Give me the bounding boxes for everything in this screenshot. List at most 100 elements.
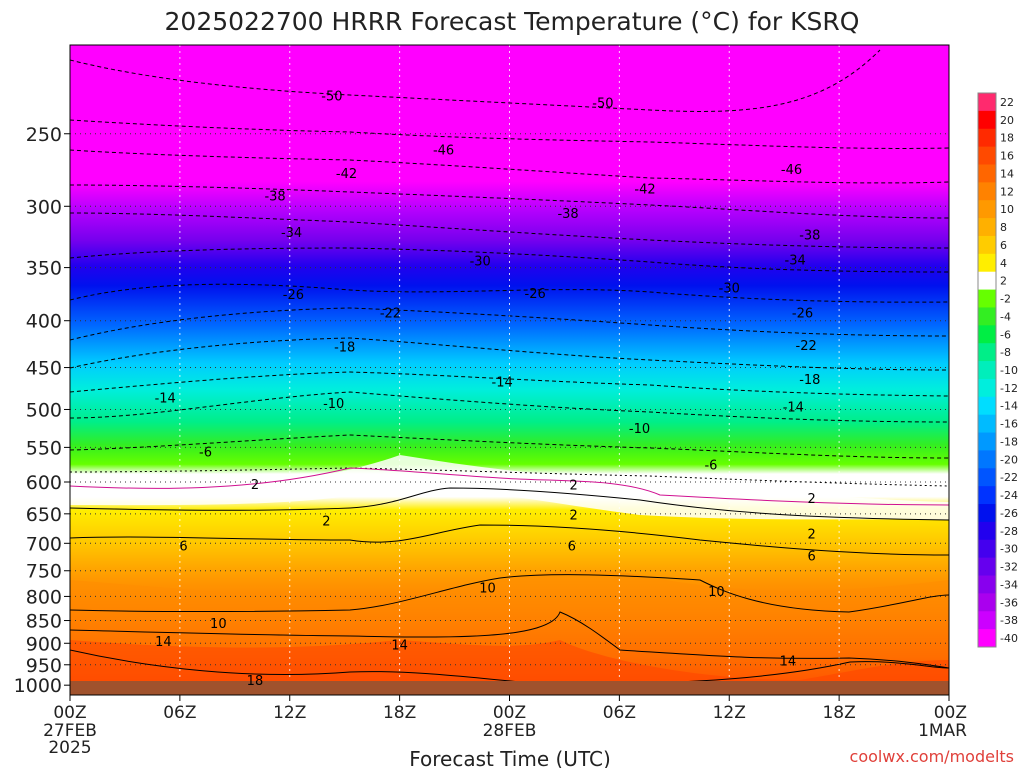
y-tick-label: 700	[26, 533, 62, 555]
colorbar-swatch	[978, 504, 996, 523]
x-tick-sublabel: 27FEB	[43, 721, 97, 741]
colorbar-swatch	[978, 450, 996, 469]
colorbar-label: 10	[1000, 203, 1014, 216]
contour-value-label: 6	[568, 540, 576, 555]
colorbar-swatch	[978, 325, 996, 344]
colorbar-swatch	[978, 521, 996, 541]
colorbar-label: -34	[1000, 578, 1018, 591]
colorbar-label: 22	[1000, 96, 1014, 109]
x-axis-label: Forecast Time (UTC)	[409, 747, 611, 768]
colorbar-swatch	[978, 128, 996, 148]
grid	[70, 45, 949, 695]
contour-line	[70, 467, 949, 506]
colorbar-label: -4	[1000, 310, 1011, 323]
colorbar-swatch	[978, 307, 996, 326]
contour-value-label: -14	[783, 400, 804, 415]
temperature-field	[70, 45, 949, 695]
x-tick-label: 00Z	[493, 703, 526, 723]
contour-value-label: 2	[251, 478, 259, 493]
contour-value-label: 2	[322, 515, 330, 530]
colorbar-label: -2	[1000, 293, 1011, 306]
colorbar-swatch	[978, 414, 996, 434]
contour-line	[70, 307, 949, 341]
colorbar-swatch	[978, 110, 996, 130]
colorbar-label: 4	[1000, 257, 1007, 270]
contour-value-label: 14	[391, 639, 408, 654]
contour-value-label: -34	[281, 226, 302, 241]
x-tick-label: 00Z	[53, 703, 86, 723]
contour-line	[70, 524, 949, 556]
x-tick-label: 06Z	[603, 703, 636, 723]
contour-line	[70, 337, 949, 371]
colorbar-label: -40	[1000, 632, 1018, 645]
contour-line	[70, 49, 881, 112]
contour-value-label: -14	[492, 375, 513, 390]
colorbar-swatch	[978, 629, 996, 648]
x-tick-sublabel: 1MAR	[918, 721, 967, 741]
colorbar-label: -16	[1000, 418, 1018, 431]
contour-value-label: -10	[323, 397, 344, 412]
contour-lines	[70, 49, 949, 684]
colorbar-swatch	[978, 289, 996, 308]
colorbar-label: -8	[1000, 346, 1011, 359]
colorbar-label: -32	[1000, 561, 1018, 574]
y-axis: 2503003504004505005506006507007508008509…	[14, 124, 70, 697]
chart-title: 2025022700 HRRR Forecast Temperature (°C…	[165, 7, 860, 36]
colorbar-frame	[977, 92, 997, 648]
contour-value-label: -38	[557, 207, 578, 222]
white-zero-band	[70, 455, 949, 520]
contour-value-label: -50	[321, 89, 342, 104]
colorbar-swatch	[978, 611, 996, 630]
x-tick-label: 00Z	[934, 703, 967, 723]
contour-value-label: 10	[708, 585, 725, 600]
contour-value-label: -26	[792, 307, 813, 322]
colorbar-swatch	[978, 593, 996, 612]
contour-value-label: -30	[719, 282, 740, 297]
contour-value-label: 6	[179, 540, 187, 555]
colorbar-label: -14	[1000, 400, 1018, 413]
y-tick-label: 250	[26, 124, 62, 146]
colorbar-label: -30	[1000, 543, 1018, 556]
colorbar-label: -10	[1000, 364, 1018, 377]
contour-value-label: -18	[799, 373, 820, 388]
colorbar: 22 20 18 16 14 12 10 8 6 4 2 -2 -4 -6 -8 -10 -12 -14 -16 -1…	[977, 92, 1018, 648]
colorbar-label: -26	[1000, 507, 1018, 520]
colorbar-swatch	[978, 93, 996, 112]
x-tick-label: 12Z	[273, 703, 306, 723]
x-tick-label: 12Z	[713, 703, 746, 723]
colorbar-label: 6	[1000, 239, 1007, 252]
y-tick-label: 400	[26, 311, 62, 333]
colorbar-label: 20	[1000, 114, 1014, 127]
contour-value-label: -14	[155, 391, 176, 406]
colorbar-swatch	[978, 235, 996, 255]
colorbar-label: -24	[1000, 489, 1018, 502]
y-tick-label: 650	[26, 504, 62, 526]
colorbar-label: 12	[1000, 185, 1014, 198]
colorbar-swatch	[978, 432, 996, 451]
contour-value-label: 14	[155, 635, 172, 650]
colorbar-label: -6	[1000, 328, 1011, 341]
colorbar-swatch	[978, 539, 996, 559]
colorbar-swatch	[978, 146, 996, 165]
contour-value-label: -6	[199, 446, 212, 461]
colorbar-label: 16	[1000, 150, 1014, 163]
y-tick-label: 850	[26, 611, 62, 633]
y-tick-label: 800	[26, 586, 62, 608]
colorbar-label: 14	[1000, 167, 1014, 180]
contour-value-label: -46	[433, 143, 454, 158]
colorbar-swatch	[978, 361, 996, 380]
y-tick-label: 600	[26, 472, 62, 494]
contour-value-label: -26	[525, 287, 546, 302]
contour-value-label: -34	[785, 254, 806, 269]
colorbar-swatch	[978, 486, 996, 505]
contour-value-label: 18	[247, 674, 264, 689]
contour-value-label: -26	[283, 288, 304, 303]
x-tick-sublabel: 2025	[48, 738, 91, 758]
contour-value-label: 2	[808, 528, 816, 543]
colorbar-swatch	[978, 200, 996, 219]
colorbar-label: -12	[1000, 382, 1018, 395]
contour-value-label: -42	[336, 167, 357, 182]
contour-value-label: -38	[799, 228, 820, 243]
colorbar-label: -36	[1000, 596, 1018, 609]
colorbar-label: -18	[1000, 435, 1018, 448]
